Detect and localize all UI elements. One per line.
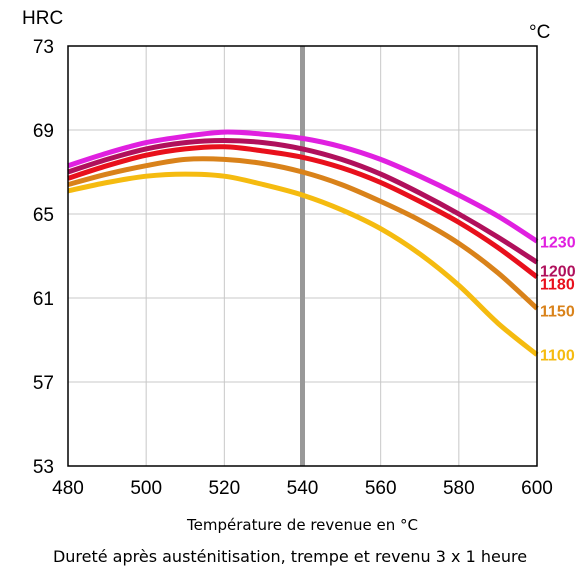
series-line-1100	[67, 171, 539, 357]
x-tick-label: 580	[443, 478, 475, 499]
y-unit-label: HRC	[22, 8, 63, 29]
series-line-1230	[67, 129, 539, 244]
plot-frame	[67, 45, 538, 467]
x-tick-label: 480	[52, 478, 84, 499]
series-label-1100: 1100	[540, 348, 575, 365]
series-label-1230: 1230	[540, 234, 576, 251]
y-tick-label: 61	[33, 289, 54, 310]
x-tick-label: 600	[521, 478, 553, 499]
chart-caption: Dureté après austénitisation, trempe et …	[53, 547, 527, 566]
y-tick-label: 57	[33, 373, 54, 394]
x-tick-label: 540	[287, 478, 319, 499]
y-tick-label: 69	[33, 121, 54, 142]
x-tick-label: 560	[365, 478, 397, 499]
series-label-1150: 1150	[540, 304, 575, 321]
y-tick-labels: 53 57 61 65 69 73	[33, 37, 54, 478]
series-line-1180	[67, 144, 539, 279]
y-tick-label: 53	[33, 457, 54, 478]
y-tick-label: 73	[33, 37, 54, 58]
x-tick-labels: 480 500 520 540 560 580 600	[52, 478, 553, 499]
series-line-1200	[67, 138, 539, 265]
x-axis-title: Température de revenue en °C	[186, 516, 418, 534]
x-tick-label: 500	[130, 478, 162, 499]
series-label-1180: 1180	[540, 276, 575, 293]
series-label-1200: 1200	[540, 264, 576, 281]
series-line-1150	[67, 156, 539, 311]
x-tick-label: 520	[208, 478, 240, 499]
x-unit-label: °C	[529, 22, 550, 43]
series-lines	[67, 129, 539, 357]
y-tick-label: 65	[33, 205, 54, 226]
